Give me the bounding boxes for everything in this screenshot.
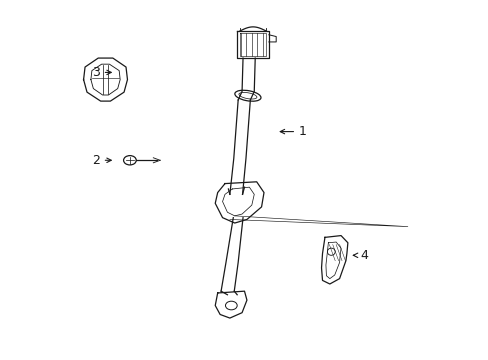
Text: 2: 2	[92, 154, 111, 167]
Text: 3: 3	[92, 66, 111, 79]
Text: 1: 1	[280, 125, 306, 138]
Text: 4: 4	[353, 249, 367, 262]
